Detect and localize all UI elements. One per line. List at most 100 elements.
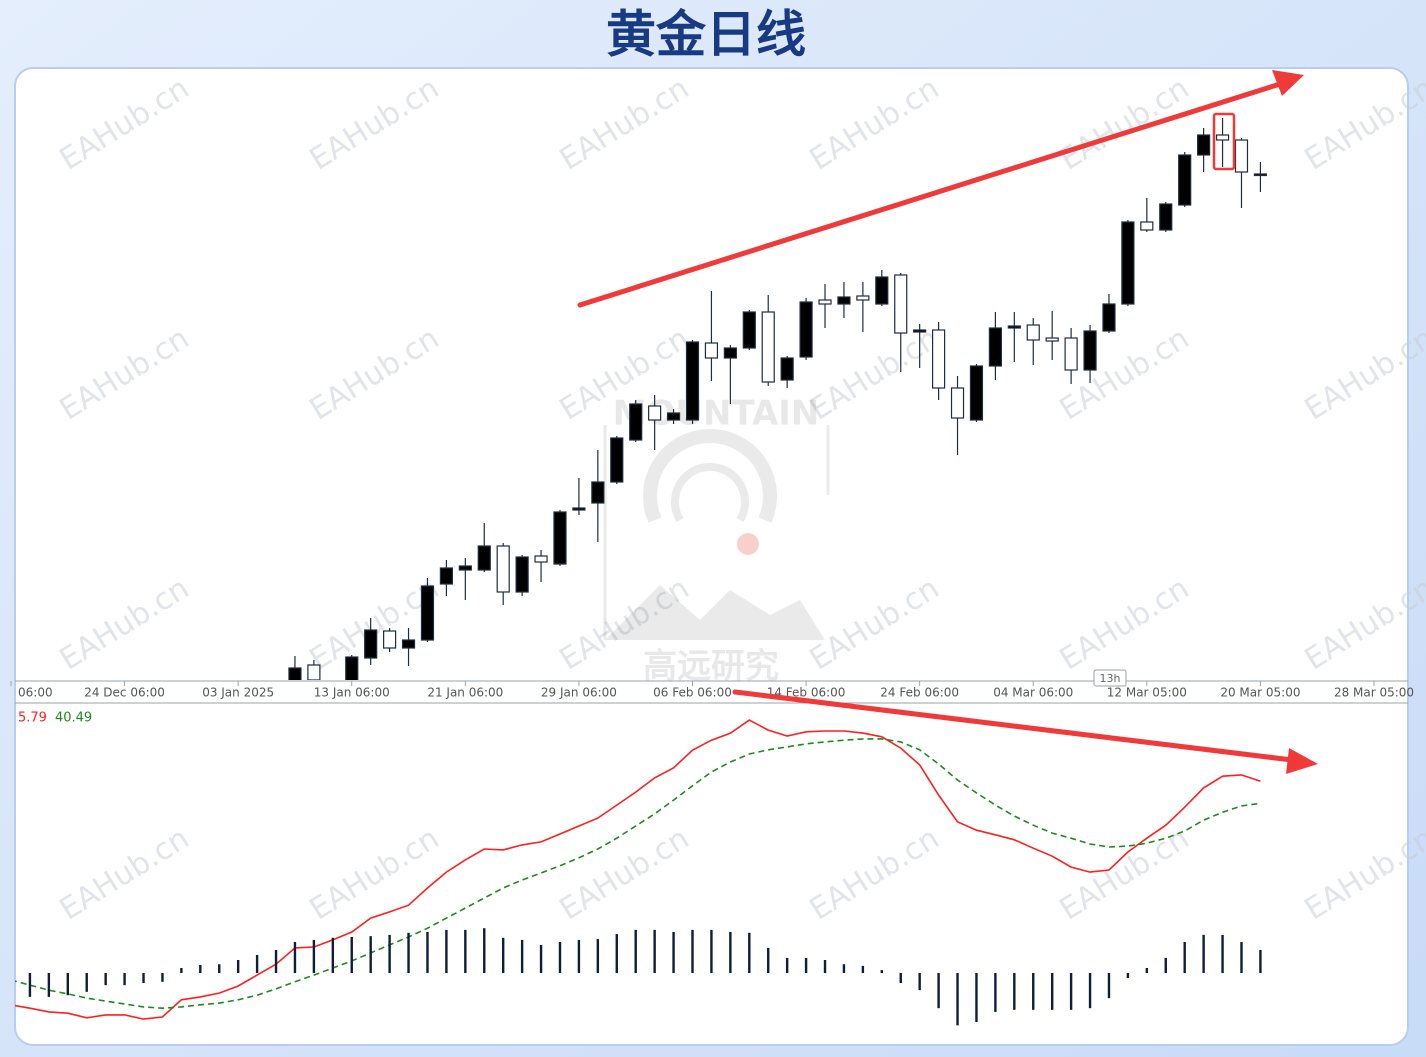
logo-brand: MOUNTAIN [613, 394, 820, 434]
indicator-line [15, 719, 1261, 1020]
histogram-bar [1069, 973, 1073, 1010]
candle-body [345, 656, 359, 680]
histogram-bar [350, 936, 353, 973]
histogram-bar [464, 929, 467, 973]
histogram-bar [596, 939, 600, 973]
histogram-bar [161, 973, 164, 982]
candle-body [477, 545, 491, 571]
histogram-bar [199, 965, 202, 973]
candle-body [496, 545, 510, 593]
histogram-bar [142, 973, 145, 984]
candle-body [420, 585, 435, 641]
candle-body [572, 507, 586, 511]
divergence-arrow [732, 689, 1295, 763]
histogram-bar [1221, 934, 1224, 973]
histogram-bar [615, 934, 618, 973]
candle-body [515, 556, 529, 593]
histogram-bar [388, 934, 391, 973]
x-tick-label: 04 Mar 06:00 [993, 686, 1073, 700]
candle-body [1045, 337, 1059, 342]
histogram-bar [823, 960, 827, 973]
histogram-bar [842, 964, 846, 973]
x-tick-label: 24 Dec 06:00 [84, 686, 165, 700]
logo-name: 高远研究 [643, 647, 779, 687]
x-tick-label: 06:00 [18, 686, 53, 700]
histogram-bar [672, 931, 675, 973]
histogram-bar [634, 929, 637, 973]
candle-body [648, 405, 662, 421]
x-tick-label: 28 Mar 05:00 [1334, 686, 1414, 700]
histogram-bar [918, 973, 921, 991]
candle-body [761, 311, 775, 383]
histogram-bar [445, 929, 448, 973]
candle-body [1064, 337, 1078, 371]
histogram-bar [1126, 973, 1130, 979]
candle-body [894, 274, 908, 334]
candle-body [629, 403, 643, 441]
candle-body [1140, 221, 1154, 231]
histogram-bar [104, 973, 107, 986]
histogram-bar [407, 932, 410, 973]
logo-frame [603, 425, 830, 640]
histogram-bar [691, 929, 694, 973]
candle-body [591, 481, 605, 504]
histogram-bar [236, 960, 240, 973]
x-tick-label: 21 Jan 06:00 [427, 686, 503, 700]
candle-body [685, 341, 700, 421]
histogram-bar [956, 973, 959, 1026]
histogram-bar [369, 936, 372, 973]
arrow-head [1286, 748, 1318, 774]
candle-body [723, 347, 737, 359]
candle-body [1026, 324, 1040, 341]
x-axis: 06:00 24 Dec 06:00 03 Jan 2025 13 Jan 06:00… [10, 681, 1414, 700]
histogram-bar [66, 973, 69, 996]
histogram-bar [218, 964, 221, 973]
candle-body [553, 511, 567, 565]
candle-body [1178, 154, 1192, 206]
candle-body [950, 387, 965, 419]
candle-body [666, 412, 681, 421]
histogram-bar [123, 973, 126, 986]
histogram-bar [880, 970, 884, 973]
candle-body [1007, 325, 1021, 329]
candle-body [364, 629, 378, 659]
candle-body [534, 555, 548, 563]
histogram-bar [804, 957, 808, 973]
candle-body [875, 276, 889, 305]
histogram-bar [729, 931, 732, 973]
candle-body [969, 365, 984, 421]
candle-body [288, 667, 302, 680]
x-tick-label: 24 Feb 06:00 [880, 686, 959, 700]
x-tick-label: 06 Feb 06:00 [653, 686, 732, 700]
histogram-bar [1145, 967, 1149, 973]
logo-mountain [605, 585, 825, 640]
logo-ring [643, 429, 777, 523]
candle-body [856, 295, 870, 301]
candle-body [837, 296, 851, 305]
x-tick-label: 03 Jan 2025 [202, 686, 274, 700]
histogram-bar [937, 973, 940, 1009]
logo: MOUNTAIN 高远研究 [603, 394, 830, 687]
x-tick-label: 12 Mar 05:00 [1107, 686, 1187, 700]
histogram-bar [331, 937, 335, 973]
histogram-bar [1032, 973, 1035, 1010]
histogram-bar [180, 967, 183, 973]
histogram-bar [501, 937, 505, 973]
candle-body [1102, 303, 1116, 332]
indicator-value: 5.79 [18, 711, 47, 726]
histogram-bar [748, 932, 751, 973]
histogram-bar [1164, 957, 1167, 973]
candle-body [780, 357, 794, 381]
histogram-bar [1240, 942, 1243, 973]
histogram-bar [1107, 973, 1111, 999]
candle-body [1253, 173, 1268, 177]
histogram-bar [293, 942, 297, 973]
candle-body [383, 630, 397, 649]
candle-body [458, 565, 472, 571]
arrow-head [1272, 70, 1304, 96]
indicator-value: 40.49 [55, 711, 92, 726]
histogram-bar [1202, 934, 1205, 973]
histogram-bar [1183, 942, 1186, 973]
candle-body [1159, 203, 1173, 231]
